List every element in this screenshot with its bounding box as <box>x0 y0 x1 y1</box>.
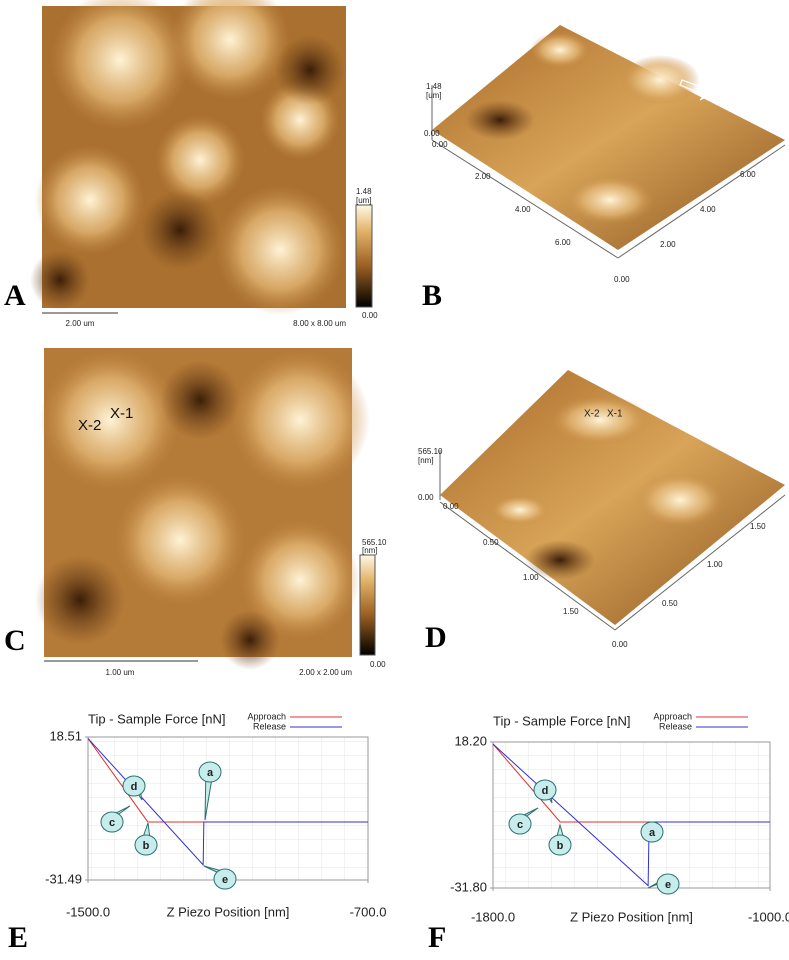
plot-frame <box>492 741 771 889</box>
chart-title: Tip - Sample Force [nN] <box>493 713 631 728</box>
legend-label: Release <box>659 721 692 731</box>
axis-label: 2.00 <box>475 172 491 181</box>
marker: X-1 <box>110 405 133 422</box>
chart-title: Tip - Sample Force [nN] <box>88 711 226 726</box>
axis-label: 0.00 <box>432 140 448 149</box>
scale-bar-label: 1.00 um <box>106 668 135 677</box>
afm-3d-b <box>431 25 786 259</box>
callout <box>122 775 146 797</box>
scale-bar-label: 2.00 um <box>66 319 95 328</box>
panel-label: F <box>428 921 446 954</box>
color-bar <box>359 554 376 656</box>
y-tick-label: -31.80 <box>450 879 487 894</box>
callout-label: e <box>222 874 228 886</box>
axis-label: 6.00 <box>555 238 571 247</box>
callout <box>134 834 158 856</box>
callout-label: c <box>109 817 115 829</box>
color-bar <box>355 204 373 308</box>
legend-label: Approach <box>653 711 692 721</box>
x-tick-label: -1500.0 <box>66 904 110 919</box>
marker: X-2 <box>584 409 600 420</box>
axis-label: 4.00 <box>700 205 716 214</box>
scale-unit: [um] <box>356 196 372 205</box>
callout-label: b <box>143 840 150 852</box>
x-tick-label: -1000.0 <box>748 909 789 924</box>
scale-max: 565.10 <box>362 538 387 547</box>
afm-image-a <box>30 0 346 315</box>
callout <box>548 834 572 856</box>
image-size: 2.00 x 2.00 um <box>299 668 352 677</box>
marker: X-1 <box>607 409 623 420</box>
x-axis-label: Z Piezo Position [nm] <box>167 904 290 919</box>
scale-unit: [nm] <box>362 546 378 555</box>
z-min: 0.00 <box>424 129 440 138</box>
scale-max: 1.48 <box>356 187 372 196</box>
z-max: 1.48 <box>426 82 442 91</box>
axis-label: 0.50 <box>483 538 499 547</box>
z-unit: [nm] <box>418 456 434 465</box>
callout <box>656 873 680 895</box>
axis-label: 1.50 <box>563 607 579 616</box>
x-tick-label: -700.0 <box>350 904 387 919</box>
y-tick-label: 18.51 <box>49 728 82 743</box>
panel-label: C <box>4 624 26 657</box>
x-axis-label: Z Piezo Position [nm] <box>570 909 693 924</box>
panel-label: D <box>425 621 447 654</box>
callout <box>100 811 124 833</box>
callout <box>198 761 222 783</box>
axis-label: 6.00 <box>740 170 756 179</box>
callout <box>213 868 237 890</box>
callout-label: a <box>649 827 656 839</box>
panel-label: B <box>422 279 442 312</box>
z-unit: [um] <box>426 91 442 100</box>
axis-label: 0.50 <box>662 599 678 608</box>
callout-label: c <box>517 819 523 831</box>
axis-label: 1.50 <box>750 522 766 531</box>
callout <box>508 813 532 835</box>
marker: X-2 <box>78 417 101 434</box>
y-tick-label: 18.20 <box>454 733 487 748</box>
axis-label: 0.00 <box>612 640 628 649</box>
legend-label: Approach <box>247 711 286 721</box>
callout <box>533 779 557 801</box>
axis-label: 1.00 <box>707 560 723 569</box>
series-line <box>492 743 770 887</box>
axis-label: 0.00 <box>443 502 459 511</box>
axis-label: 0.00 <box>614 275 630 284</box>
callout-label: d <box>542 785 549 797</box>
axis-label: 2.00 <box>660 240 676 249</box>
z-min: 0.00 <box>418 493 434 502</box>
x-tick-label: -1800.0 <box>471 909 515 924</box>
panel-label: E <box>8 921 28 954</box>
axis-label: 4.00 <box>515 205 531 214</box>
callout-label: e <box>665 879 671 891</box>
callout-label: a <box>207 767 214 779</box>
afm-image-c <box>35 348 370 670</box>
axis-label: 1.00 <box>523 573 539 582</box>
grid <box>88 737 368 880</box>
scale-min: 0.00 <box>362 311 378 320</box>
callout-label: d <box>131 781 138 793</box>
callout-label: b <box>557 840 564 852</box>
scale-min: 0.00 <box>370 660 386 669</box>
legend-label: Release <box>253 721 286 731</box>
panel-label: A <box>4 279 26 312</box>
afm-3d-d <box>439 370 786 631</box>
y-tick-label: -31.49 <box>45 871 82 886</box>
grid <box>493 742 770 888</box>
series-line <box>87 738 368 867</box>
callout <box>640 821 664 843</box>
z-max: 565.10 <box>418 447 443 456</box>
image-size: 8.00 x 8.00 um <box>293 319 346 328</box>
